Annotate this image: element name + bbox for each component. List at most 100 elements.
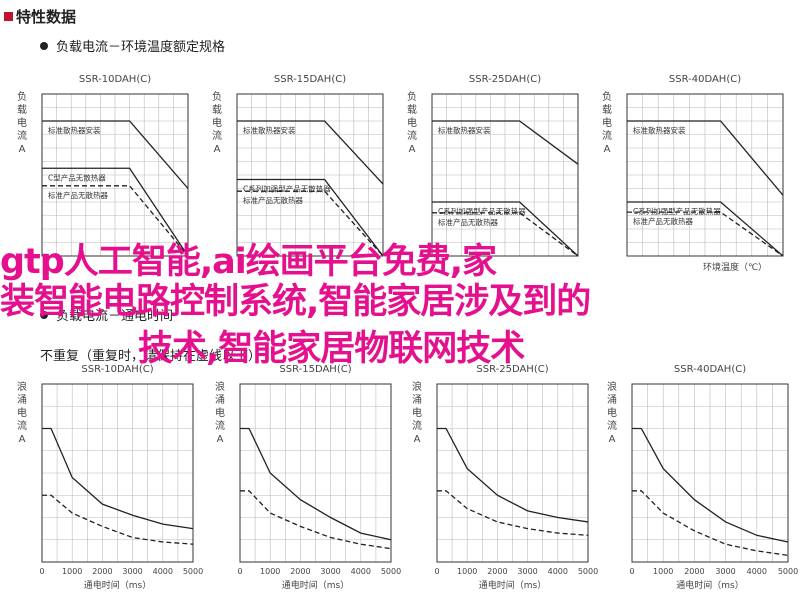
y-axis-label-char: A [19, 434, 26, 445]
series-line-3 [42, 185, 189, 257]
y-axis-label-char: 负 [407, 90, 417, 103]
series-line-2 [432, 201, 579, 257]
x-tick-label: 5000 [578, 567, 598, 576]
section-title: 特性数据 [4, 6, 76, 27]
y-axis-label-char: 电 [412, 406, 422, 419]
y-axis-label-char: 负 [212, 90, 222, 103]
series-label: C系列加强型产品无散热器 [633, 206, 721, 216]
series-label: C系列加强型产品无散热器 [438, 206, 526, 216]
x-axis-label: 环境温度（℃） [703, 261, 767, 273]
y-axis-label-char: 电 [17, 116, 27, 129]
series-label: 标准产品无散热器 [243, 195, 303, 205]
series-label: 标准产品无散热器 [48, 190, 108, 200]
x-tick-label: 1000 [260, 567, 280, 576]
x-axis-label: 通电时间（ms） [282, 579, 349, 591]
y-axis-label-char: 流 [602, 129, 612, 142]
series-label: 标准散热器安装 [438, 125, 491, 135]
x-tick-label: 1000 [62, 567, 82, 576]
x-tick-label: 2000 [487, 567, 507, 576]
y-axis-label-char: 涌 [607, 394, 617, 406]
x-tick-label: 4000 [153, 567, 173, 576]
plot-frame [631, 383, 789, 563]
y-axis-label-char: 流 [212, 129, 222, 142]
series-line-2 [632, 490, 789, 556]
series-line-1 [42, 427, 194, 530]
series-line-3 [432, 212, 579, 257]
x-tick-label: 0 [434, 567, 439, 576]
series-line-2 [437, 490, 589, 536]
y-axis-label-char: 负 [602, 90, 612, 103]
section-marker-icon [4, 12, 13, 21]
y-axis-label-char: 涌 [412, 394, 422, 406]
x-tick-label: 4000 [747, 567, 767, 576]
x-tick-label: 3000 [517, 567, 537, 576]
y-axis-label-char: 流 [607, 419, 617, 432]
y-axis-label-char: A [609, 434, 616, 445]
chart-title: SSR-25DAH(C) [469, 74, 541, 85]
y-axis-label-char: 流 [17, 419, 27, 432]
series-line-1 [42, 120, 189, 189]
plot-frame [436, 383, 589, 563]
series-label: C系列加强型产品无散热器 [243, 184, 331, 194]
chart-title: SSR-15DAH(C) [279, 364, 351, 375]
y-axis-label-char: A [604, 144, 611, 155]
series-line-1 [627, 120, 784, 196]
y-axis-label-char: A [214, 144, 221, 155]
x-tick-label: 5000 [778, 567, 798, 576]
x-tick-label: 4000 [351, 567, 371, 576]
series-label: 标准散热器安装 [633, 125, 686, 135]
y-axis-label-char: 负 [17, 90, 27, 103]
y-axis-label-char: 流 [407, 129, 417, 142]
x-tick-label: 3000 [715, 567, 735, 576]
x-tick-label: 1000 [457, 567, 477, 576]
bullet-dot-icon [40, 310, 48, 319]
bullet-surge-text: 负载电流－通电时间 [56, 309, 174, 324]
bullet-dot-icon [40, 41, 48, 50]
chart-title: SSR-40DAH(C) [669, 74, 741, 85]
series-line-2 [42, 167, 189, 257]
y-axis-label-char: 流 [412, 419, 422, 432]
x-tick-label: 3000 [320, 567, 340, 576]
y-axis-label-char: 浪 [607, 380, 617, 393]
y-axis-label-char: 涌 [215, 394, 225, 406]
y-axis-label-char: 电 [215, 406, 225, 419]
plot-frame [626, 93, 784, 257]
x-tick-label: 1000 [653, 567, 673, 576]
series-line-1 [240, 427, 392, 541]
x-tick-label: 5000 [183, 567, 203, 576]
series-line-2 [240, 490, 392, 550]
x-tick-label: 2000 [684, 567, 704, 576]
overlay-line-3: 技术,智能家居物联网技术 [138, 329, 525, 369]
x-tick-label: 2000 [92, 567, 112, 576]
y-axis-label-char: 载 [212, 104, 222, 116]
series-line-3 [237, 190, 384, 257]
y-axis-label-char: 涌 [17, 394, 27, 406]
x-axis-label: 通电时间（ms） [84, 579, 151, 591]
series-line-1 [432, 120, 579, 165]
y-axis-label-char: A [409, 144, 416, 155]
y-axis-label-char: 电 [602, 116, 612, 129]
y-axis-label-char: 浪 [412, 380, 422, 393]
plot-frame [236, 93, 384, 257]
y-axis-label-char: A [414, 434, 421, 445]
y-axis-label-char: 电 [407, 116, 417, 129]
x-tick-label: 4000 [548, 567, 568, 576]
plot-frame [431, 93, 579, 257]
y-axis-label-char: 流 [215, 419, 225, 432]
y-axis-label-char: 电 [17, 406, 27, 419]
series-line-1 [237, 120, 384, 185]
y-axis-label-char: 载 [17, 104, 27, 116]
series-label: 标准散热器安装 [48, 125, 101, 135]
chart-title: SSR-15DAH(C) [274, 74, 346, 85]
surge-note: 不重复（重复时，请保持在虚线以下） [40, 349, 262, 364]
y-axis-label-char: A [217, 434, 224, 445]
chart-title: SSR-10DAH(C) [79, 74, 151, 85]
chart-title: SSR-10DAH(C) [81, 364, 153, 375]
